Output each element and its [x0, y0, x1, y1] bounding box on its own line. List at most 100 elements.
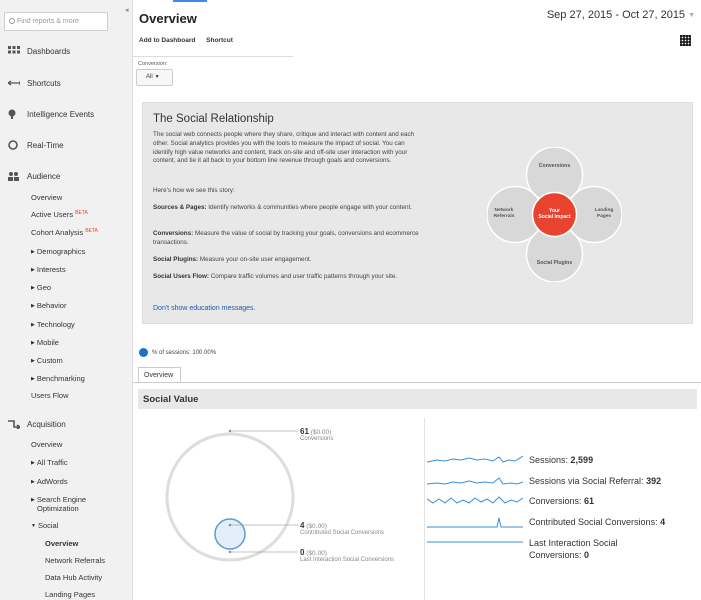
date-range-text: Sep 27, 2015 - Oct 27, 2015 [546, 9, 686, 21]
custom-label: Custom [36, 356, 63, 365]
item-label: Conversions: [153, 230, 194, 237]
custom[interactable]: ▶ Custom [31, 356, 63, 365]
search-placeholder: Find reports & more [17, 18, 79, 25]
venn-label-left: Network [495, 207, 514, 213]
date-range-picker[interactable]: Sep 27, 2015 - Oct 27, 2015 ▼ [547, 9, 695, 21]
sidebar: Find reports & more ◂ Dashboards Shortcu… [0, 0, 133, 600]
metric-value: 392 [646, 476, 662, 486]
adwords-label: AdWords [36, 477, 68, 486]
expand-icon: ▶ [31, 497, 35, 503]
expand-icon: ▶ [31, 322, 35, 328]
tab-divider [133, 382, 701, 383]
collapse-sidebar-icon[interactable]: ◂ [125, 7, 129, 14]
education-item-sources: Sources & Pages: Identify networks & com… [153, 204, 423, 213]
bubble-caption: Conversions [300, 436, 334, 442]
last-interaction-sparkline [427, 541, 523, 543]
bubble-label-last-interaction: 0 ($0.00) Last Interaction Social Convers… [300, 548, 394, 563]
education-item-plugins: Social Plugins: Measure your on-site use… [153, 256, 423, 265]
venn-label-right-2: Pages [597, 213, 611, 219]
dismiss-education-link[interactable]: Don't show education messages. [153, 305, 256, 312]
network-referrals[interactable]: Network Referrals [45, 556, 106, 565]
item-label: Social Users Flow: [153, 273, 209, 280]
collapse-icon: ▼ [31, 523, 36, 529]
lightbulb-icon [8, 109, 16, 119]
geo[interactable]: ▶ Geo [31, 283, 51, 292]
interests[interactable]: ▶ Interests [31, 265, 66, 274]
geo-label: Geo [36, 283, 52, 292]
leader-dot [228, 523, 232, 527]
bubble-value: ($0.00) [306, 523, 327, 530]
education-title: The Social Relationship [153, 113, 274, 125]
grid-icon [8, 46, 20, 54]
leader-dot [228, 429, 232, 433]
item-text: Measure the value of social by tracking … [153, 230, 419, 246]
divider-vertical [424, 418, 425, 600]
search-input[interactable]: Find reports & more [4, 12, 108, 31]
expand-icon: ▶ [31, 460, 35, 466]
venn-label-center-2: Social Impact [538, 214, 571, 220]
mobile[interactable]: ▶ Mobile [31, 338, 59, 347]
metric-label: Sessions: [529, 455, 569, 465]
qr-code-icon[interactable] [680, 35, 691, 46]
shortcut-button[interactable]: Shortcut [206, 37, 233, 44]
top-accent-bar [173, 0, 207, 2]
venn-label-top: Conversions [539, 163, 571, 169]
cohort-label: Cohort Analysis [31, 228, 84, 237]
metric-label-2: Conversions: [529, 550, 582, 560]
sidebar-item-label: Intelligence Events [27, 110, 95, 119]
conversion-label: Conversion: [138, 61, 168, 67]
expand-icon: ▶ [31, 376, 35, 382]
social[interactable]: ▼ Social [31, 521, 58, 530]
users-flow[interactable]: Users Flow [31, 391, 69, 400]
active-users[interactable]: Active Users BETA [31, 210, 88, 219]
search-icon [9, 18, 15, 24]
acquisition-overview[interactable]: Overview [31, 440, 63, 449]
search-engine-optimization[interactable]: ▶ Search Engine Optimization [31, 495, 86, 513]
audience-overview[interactable]: Overview [31, 193, 63, 202]
metric-contributed-social-conversions: Contributed Social Conversions: 4 [529, 517, 665, 527]
metric-value: 0 [584, 550, 590, 560]
bubble-value: ($0.00) [306, 550, 327, 557]
beta-badge: BETA [75, 210, 88, 216]
bubble-chart-svg [165, 429, 298, 562]
social-value-header: Social Value [138, 389, 697, 409]
add-to-dashboard-button[interactable]: Add to Dashboard [139, 37, 196, 44]
expand-icon: ▶ [31, 267, 35, 273]
venn-label-bottom: Social Plugins [537, 260, 573, 266]
conversions-sparkline [427, 496, 523, 504]
metric-last-interaction: Last Interaction Social Conversions: 0 [529, 537, 618, 561]
contributed-sparkline [427, 517, 523, 528]
metric-value: 61 [584, 496, 595, 506]
all-traffic[interactable]: ▶ All Traffic [31, 458, 68, 467]
cohort-analysis[interactable]: Cohort Analysis BETA [31, 228, 98, 237]
education-item-conversions: Conversions: Measure the value of social… [153, 230, 423, 248]
sidebar-item-label: Real-Time [27, 141, 64, 150]
main-content: Overview Sep 27, 2015 - Oct 27, 2015 ▼ Ad… [133, 0, 701, 600]
item-label: Sources & Pages: [153, 204, 207, 211]
metric-label: Conversions: [529, 496, 582, 506]
technology[interactable]: ▶ Technology [31, 320, 75, 329]
bubble-label-conversions: 61 ($0.00) Conversions [300, 427, 333, 442]
bubble-value: ($0.00) [310, 429, 332, 436]
data-hub-activity[interactable]: Data Hub Activity [45, 573, 103, 582]
venn-label-left-2: Referrals [494, 213, 515, 219]
metric-value: 4 [660, 517, 666, 527]
conversion-select[interactable]: All ▼ [136, 69, 173, 86]
benchmarking-label: Benchmarking [36, 374, 85, 383]
social-overview[interactable]: Overview [45, 539, 79, 548]
bubble-caption: Contributed Social Conversions [300, 530, 385, 536]
sessions-sparkline [427, 455, 523, 463]
metric-label: Contributed Social Conversions: [529, 517, 658, 527]
item-text: Compare traffic volumes and user traffic… [210, 273, 398, 280]
benchmarking[interactable]: ▶ Benchmarking [31, 374, 85, 383]
sidebar-item-label: Shortcuts [27, 79, 61, 88]
mobile-label: Mobile [36, 338, 59, 347]
sessions-pie-icon [139, 348, 148, 357]
tab-overview[interactable]: Overview [138, 367, 181, 382]
adwords[interactable]: ▶ AdWords [31, 477, 68, 486]
behavior[interactable]: ▶ Behavior [31, 301, 66, 310]
landing-pages[interactable]: Landing Pages [45, 590, 96, 599]
demographics[interactable]: ▶ Demographics [31, 247, 85, 256]
sidebar-item-label: Audience [27, 172, 61, 181]
